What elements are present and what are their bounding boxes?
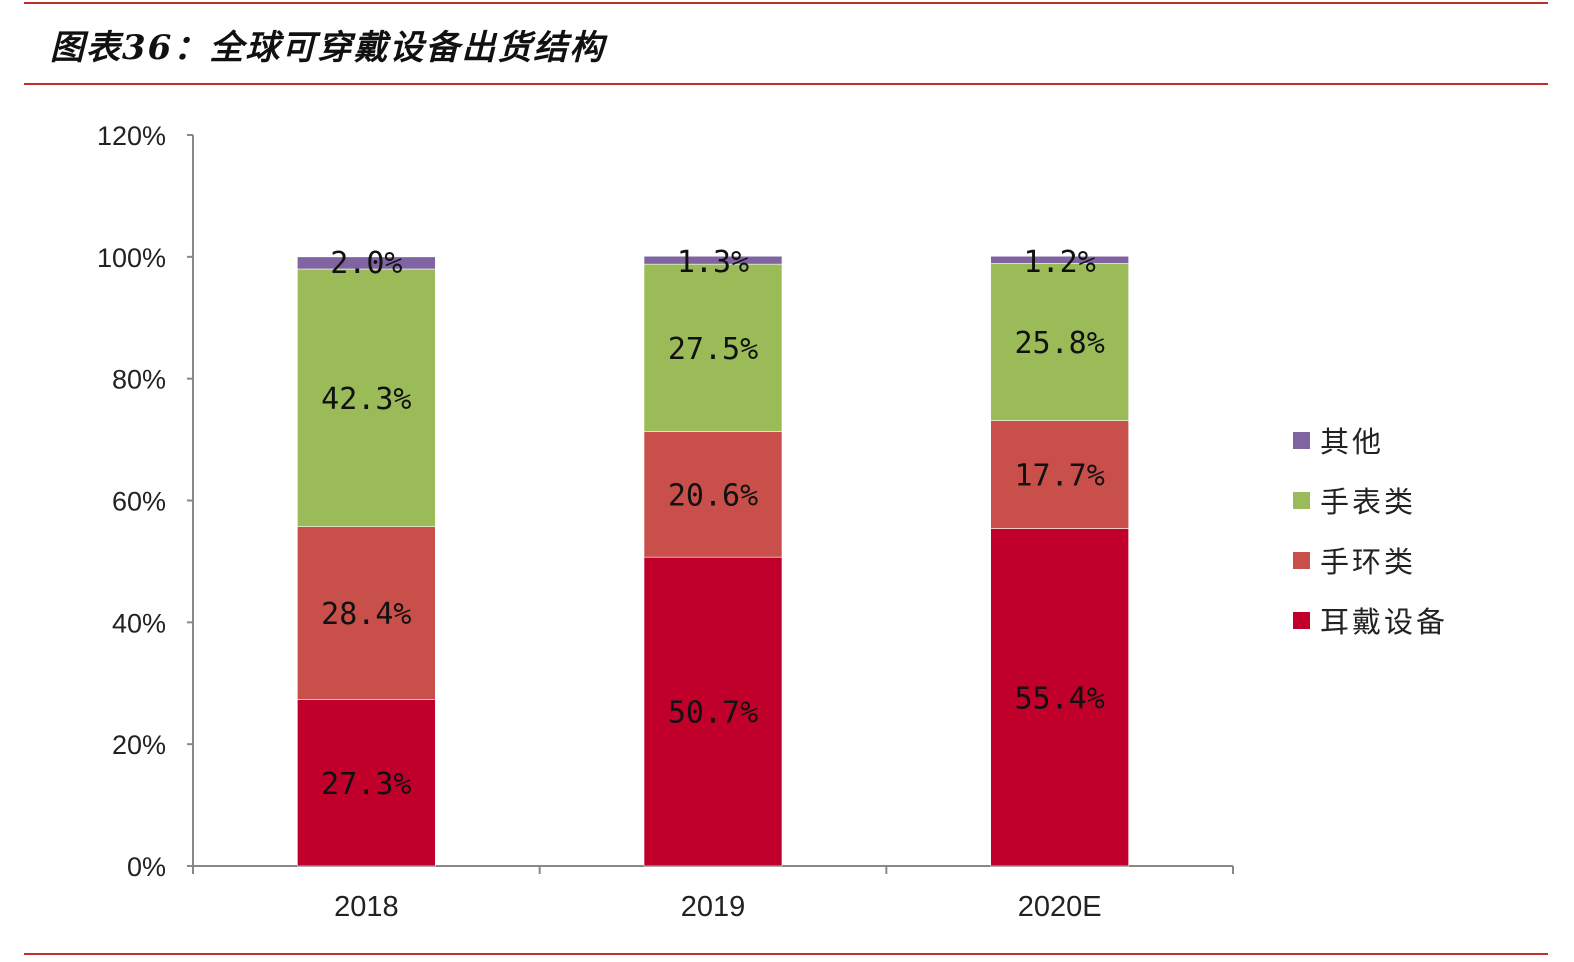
- bar-segment: [297, 256, 436, 270]
- bar-segment: [990, 528, 1129, 867]
- y-tick-label: 0%: [127, 852, 166, 882]
- legend-swatch: [1293, 551, 1310, 569]
- title-rule: [24, 83, 1548, 85]
- legend-item: 耳戴设备: [1293, 590, 1448, 650]
- legend-label: 手环类: [1320, 545, 1417, 579]
- legend-label: 耳戴设备: [1320, 605, 1449, 639]
- data-label: 28.4%: [321, 597, 411, 632]
- legend-label: 手表类: [1320, 485, 1417, 519]
- x-tick-label: 2020E: [1018, 891, 1102, 923]
- x-tick-label: 2018: [334, 891, 399, 923]
- y-tick-label: 120%: [97, 121, 166, 151]
- legend-item: 手表类: [1293, 470, 1448, 530]
- bar-segment: [643, 431, 783, 558]
- data-label: 20.6%: [668, 478, 758, 513]
- legend-label: 其他: [1320, 425, 1385, 459]
- bar-segment: [643, 556, 783, 867]
- bar-segment: [643, 255, 783, 265]
- chart-title: 图表36：全球可穿戴设备出货结构: [50, 28, 606, 68]
- bar-segment: [297, 268, 436, 527]
- data-label: 55.4%: [1015, 681, 1105, 716]
- data-label: 1.3%: [677, 245, 749, 280]
- y-tick-label: 100%: [97, 243, 166, 273]
- legend-swatch: [1293, 611, 1310, 629]
- bar-segment: [990, 255, 1129, 264]
- data-label: 1.2%: [1024, 245, 1096, 280]
- data-label: 2.0%: [330, 246, 402, 281]
- data-label: 27.5%: [668, 332, 758, 367]
- data-label: 50.7%: [668, 696, 758, 731]
- bar-segment: [990, 420, 1129, 529]
- data-label: 25.8%: [1015, 326, 1105, 361]
- data-label: 42.3%: [321, 382, 411, 417]
- legend-item: 手环类: [1293, 530, 1448, 590]
- data-label: 27.3%: [321, 767, 411, 802]
- top-rule: [24, 2, 1548, 4]
- legend-swatch: [1293, 431, 1310, 449]
- x-tick-label: 2019: [681, 891, 746, 923]
- legend-item: 其他: [1293, 410, 1448, 470]
- y-tick-label: 60%: [112, 487, 166, 517]
- bar-segment: [297, 526, 436, 700]
- y-tick-label: 40%: [112, 608, 166, 638]
- legend: 其他手表类手环类耳戴设备: [1293, 410, 1448, 650]
- y-tick-label: 20%: [112, 730, 166, 760]
- legend-swatch: [1293, 491, 1310, 509]
- data-label: 17.7%: [1015, 459, 1105, 494]
- y-tick-label: 80%: [112, 365, 166, 395]
- bar-segment: [990, 263, 1129, 421]
- bottom-rule: [24, 953, 1548, 955]
- bar-segment: [643, 263, 783, 432]
